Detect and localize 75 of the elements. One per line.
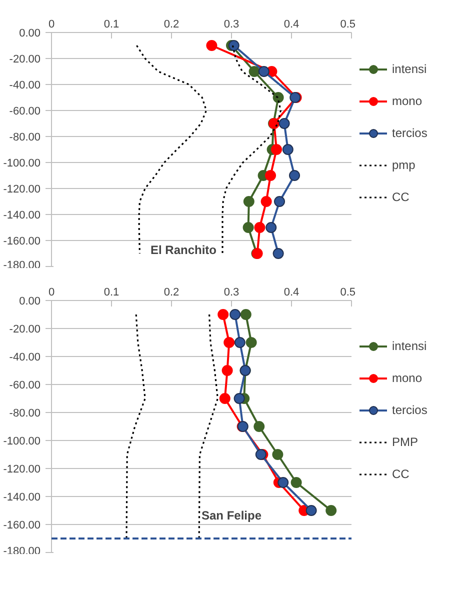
y-tick-label: -120.00 <box>3 464 41 476</box>
point <box>258 66 270 77</box>
point <box>206 40 218 51</box>
x-tick-label: 0.1 <box>104 286 120 298</box>
legend-label: intensi <box>392 62 427 76</box>
x-tick-label: 0.1 <box>104 18 120 30</box>
y-tick-label: -40.00 <box>9 80 41 92</box>
point <box>254 421 265 432</box>
point <box>290 477 302 488</box>
point <box>240 309 252 320</box>
y-tick-label: -20.00 <box>9 54 41 66</box>
point <box>234 393 245 404</box>
y-tick-label: 0.00 <box>19 28 41 40</box>
y-tick-label: -140.00 <box>3 210 41 222</box>
point <box>289 170 300 181</box>
point <box>222 365 233 376</box>
point <box>274 196 285 207</box>
point <box>282 144 294 155</box>
y-tick-label: -140.00 <box>3 492 41 504</box>
point <box>243 196 254 207</box>
y-tick-label: -80.00 <box>9 408 41 420</box>
x-tick-label: 0.5 <box>340 286 356 298</box>
x-tick-label: 0.2 <box>164 286 180 298</box>
legend-label: pmp <box>392 158 416 172</box>
y-tick-label: -160.00 <box>3 236 41 248</box>
line-series <box>126 314 146 540</box>
x-tick-label: 0.3 <box>224 18 240 30</box>
point <box>260 196 272 207</box>
text: El Ranchito <box>150 243 217 258</box>
legend-label: tercios <box>392 126 428 140</box>
legend-label: intensi <box>392 339 427 353</box>
point <box>218 309 229 320</box>
x-tick-label: 0.5 <box>340 18 356 30</box>
point <box>228 40 240 51</box>
y-tick-label: -120.00 <box>3 184 41 196</box>
legend-label: PMP <box>392 435 418 449</box>
y-tick-label: -60.00 <box>9 106 41 118</box>
point <box>272 92 284 103</box>
legend-label: CC <box>392 190 410 204</box>
point <box>254 222 266 233</box>
legend-label: CC <box>392 467 410 481</box>
y-tick-label: -60.00 <box>9 380 41 392</box>
y-tick-label: -80.00 <box>9 132 41 144</box>
x-tick-label: 0 <box>48 286 55 298</box>
y-tick-label: -160.00 <box>3 520 41 532</box>
point <box>266 222 277 233</box>
point <box>230 309 241 320</box>
point <box>278 118 290 129</box>
y-tick-label: -20.00 <box>9 324 41 336</box>
x-tick-label: 0 <box>48 18 55 30</box>
legend-label: tercios <box>392 403 428 417</box>
point <box>219 393 230 404</box>
point <box>265 170 276 181</box>
point <box>248 66 260 77</box>
x-tick-label: 0.4 <box>284 18 300 30</box>
point <box>272 449 284 460</box>
point <box>306 505 317 516</box>
point <box>278 477 289 488</box>
point <box>224 337 235 348</box>
point <box>272 248 284 259</box>
text: San Felipe <box>202 508 262 522</box>
x-tick-label: 0.3 <box>224 286 240 298</box>
point <box>234 337 246 348</box>
y-tick-label: -100.00 <box>3 158 41 170</box>
point <box>246 337 257 348</box>
point <box>271 144 282 155</box>
x-tick-label: 0.4 <box>284 286 300 298</box>
y-tick-label: -100.00 <box>3 436 41 448</box>
point <box>326 505 337 516</box>
point <box>242 222 254 233</box>
x-tick-label: 0.2 <box>164 18 180 30</box>
y-tick-label: 0.00 <box>19 296 41 308</box>
legend-label: mono <box>392 94 422 108</box>
y-tick-label: -40.00 <box>9 352 41 364</box>
legend-label: mono <box>392 371 422 385</box>
